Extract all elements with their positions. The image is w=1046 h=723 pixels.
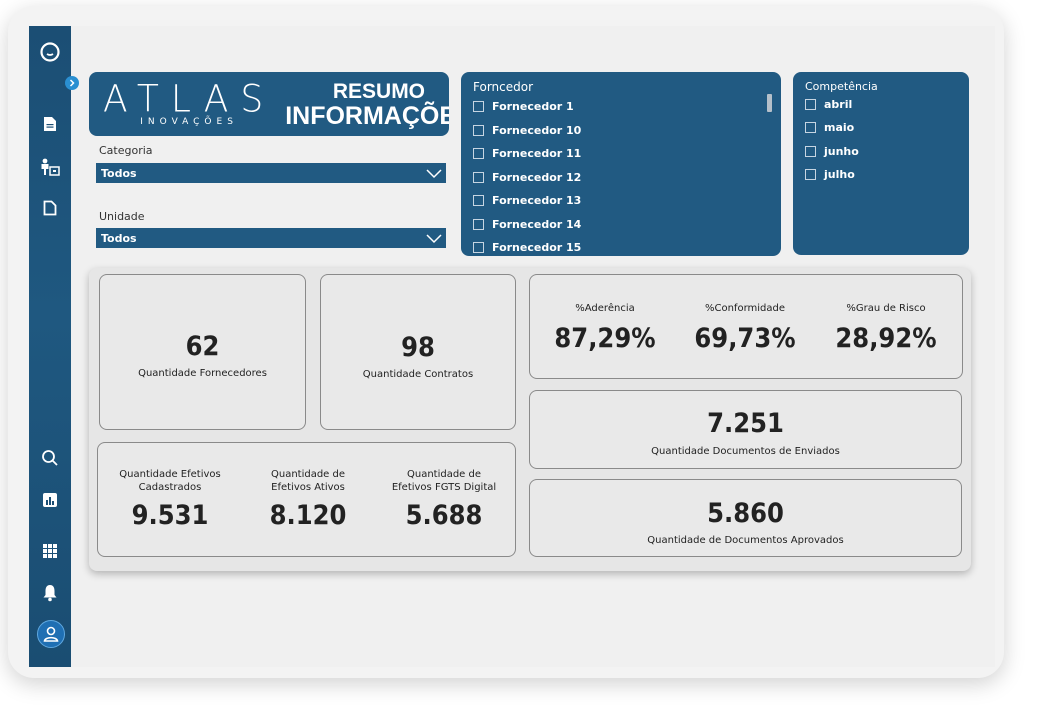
kpi-value: 62 [185, 331, 220, 362]
efetivos-cadastrados-value: 9.531 [131, 500, 209, 531]
efetivos-fgts-value: 5.688 [405, 500, 483, 531]
fornecedor-option[interactable]: Fornecedor 12 [473, 171, 581, 184]
kpi-label: Quantidade Contratos [362, 369, 474, 380]
kpi-label: Quantidade Documentos de Enviados [651, 446, 840, 457]
checkbox[interactable] [805, 122, 816, 133]
kpi-card-contratos[interactable]: 98 Quantidade Contratos [320, 274, 516, 430]
header-logo-banner: ATLAS INOVAÇÕES RESUMO INFORMAÇÕES [89, 72, 449, 136]
fornecedor-slicer-title: Forncedor [473, 80, 534, 94]
label-line: Quantidade de [270, 469, 346, 480]
expand-icon[interactable] [65, 76, 79, 90]
chevron-down-icon [426, 169, 442, 179]
document-icon[interactable] [29, 110, 71, 138]
checkbox[interactable] [473, 242, 484, 253]
app-logo-icon[interactable] [29, 38, 71, 66]
efetivos-cadastrados-label: Quantidade Efetivos Cadastrados [104, 468, 236, 494]
fornecedor-option[interactable]: Fornecedor 14 [473, 218, 581, 231]
file-icon[interactable] [29, 194, 71, 222]
fornecedor-option[interactable]: Fornecedor 1 [473, 100, 574, 113]
option-label: julho [824, 168, 855, 181]
fornecedor-option[interactable]: Fornecedor 10 [473, 124, 581, 137]
device-frame: ATLAS INOVAÇÕES RESUMO INFORMAÇÕES Categ… [8, 6, 1004, 678]
option-label: Fornecedor 15 [492, 241, 582, 254]
chevron-down-icon [426, 234, 442, 244]
competencia-option[interactable]: julho [805, 168, 855, 181]
checkbox[interactable] [473, 219, 484, 230]
kpi-card-percentages[interactable]: %Aderência 87,29% %Conformidade 69,73% %… [529, 274, 963, 379]
fornecedor-option[interactable]: Fornecedor 13 [473, 194, 581, 207]
sidebar [29, 26, 71, 667]
risco-value: 28,92% [835, 323, 937, 354]
option-label: Fornecedor 12 [492, 171, 582, 184]
competencia-option[interactable]: junho [805, 145, 859, 158]
kpi-card-fornecedores[interactable]: 62 Quantidade Fornecedores [99, 274, 306, 430]
brand-tagline: INOVAÇÕES [140, 117, 238, 127]
option-label: Fornecedor 11 [492, 147, 582, 160]
unidade-dropdown[interactable]: Todos [96, 228, 446, 248]
label-line: Efetivos Ativos [271, 482, 345, 493]
kpi-card-docs-aprovados[interactable]: 5.860 Quantidade de Documentos Aprovados [529, 479, 962, 557]
option-label: Fornecedor 10 [492, 124, 582, 137]
chart-icon[interactable] [29, 486, 71, 514]
option-label: junho [824, 145, 859, 158]
kpi-value: 7.251 [707, 408, 784, 439]
competencia-slicer: Competência abril maio junho julho [793, 72, 969, 255]
checkbox[interactable] [805, 99, 816, 110]
aderencia-label: %Aderência [575, 303, 635, 314]
label-line: Efetivos FGTS Digital [391, 482, 497, 493]
grid-icon[interactable] [29, 537, 71, 565]
search-icon[interactable] [29, 444, 71, 472]
option-label: Fornecedor 13 [492, 194, 582, 207]
brand-name: ATLAS [103, 77, 276, 121]
checkbox[interactable] [473, 195, 484, 206]
org-chart-icon[interactable] [29, 153, 71, 181]
competencia-option[interactable]: abril [805, 98, 852, 111]
label-line: Quantidade de [406, 469, 482, 480]
kpi-label: Quantidade Fornecedores [138, 368, 267, 379]
competencia-option[interactable]: maio [805, 121, 854, 134]
efetivos-ativos-value: 8.120 [269, 500, 347, 531]
checkbox[interactable] [473, 101, 484, 112]
report-screen: ATLAS INOVAÇÕES RESUMO INFORMAÇÕES Categ… [29, 26, 995, 667]
brand-wordmark: ATLAS INOVAÇÕES [103, 77, 276, 127]
fornecedor-option[interactable]: Fornecedor 11 [473, 147, 581, 160]
option-label: maio [824, 121, 855, 134]
label-line: Cadastrados [138, 482, 202, 493]
categoria-label: Categoria [99, 144, 153, 157]
page-title-line1: RESUMO [332, 80, 426, 103]
kpi-value: 98 [401, 332, 435, 363]
checkbox[interactable] [473, 172, 484, 183]
checkbox[interactable] [805, 169, 816, 180]
option-label: Fornecedor 14 [492, 218, 582, 231]
user-icon[interactable] [37, 620, 65, 648]
categoria-value: Todos [101, 166, 137, 180]
fornecedor-option[interactable]: Fornecedor 15 [473, 241, 581, 254]
unidade-label: Unidade [99, 210, 145, 223]
kpi-label: Quantidade de Documentos Aprovados [647, 535, 844, 546]
efetivos-ativos-label: Quantidade de Efetivos Ativos [243, 468, 373, 494]
kpi-value: 5.860 [707, 498, 784, 529]
fornecedor-scrollbar[interactable] [767, 94, 772, 112]
checkbox[interactable] [805, 146, 816, 157]
option-label: abril [824, 98, 853, 111]
kpi-card-efetivos[interactable]: Quantidade Efetivos Cadastrados 9.531 Qu… [97, 442, 516, 557]
fornecedor-slicer: Forncedor Fornecedor 1 Fornecedor 10 For… [461, 72, 781, 256]
competencia-slicer-title: Competência [805, 80, 878, 93]
page-title-line2: INFORMAÇÕES [285, 102, 449, 130]
checkbox[interactable] [473, 148, 484, 159]
conformidade-label: %Conformidade [704, 303, 785, 314]
label-line: Quantidade Efetivos [119, 469, 221, 480]
kpi-card-docs-enviados[interactable]: 7.251 Quantidade Documentos de Enviados [529, 390, 962, 469]
conformidade-value: 69,73% [694, 323, 796, 354]
risco-label: %Grau de Risco [846, 303, 926, 314]
page-title: RESUMO INFORMAÇÕES [285, 80, 449, 130]
aderencia-value: 87,29% [554, 323, 656, 354]
bell-icon[interactable] [29, 579, 71, 607]
option-label: Fornecedor 1 [492, 100, 574, 113]
checkbox[interactable] [473, 125, 484, 136]
unidade-value: Todos [101, 231, 137, 245]
efetivos-fgts-label: Quantidade de Efetivos FGTS Digital [378, 468, 510, 494]
categoria-dropdown[interactable]: Todos [96, 163, 446, 183]
